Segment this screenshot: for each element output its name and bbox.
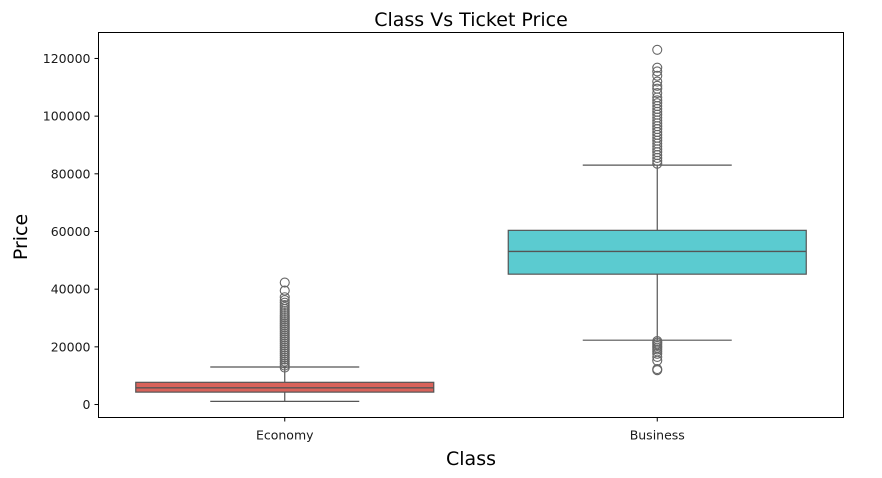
outlier-point bbox=[652, 98, 663, 109]
outlier-point bbox=[652, 364, 663, 375]
outlier-point bbox=[652, 62, 663, 73]
outlier-point bbox=[652, 44, 663, 55]
outlier-point bbox=[652, 66, 663, 77]
box-group-economy bbox=[135, 277, 435, 402]
axes-frame bbox=[98, 32, 844, 418]
outlier-point bbox=[279, 299, 290, 311]
x-tick-label: Economy bbox=[256, 428, 314, 443]
outlier-point bbox=[652, 88, 663, 99]
y-tick-label: 20000 bbox=[51, 339, 91, 354]
y-tick-label: 0 bbox=[83, 397, 91, 412]
y-tick-label: 80000 bbox=[51, 166, 91, 181]
y-tick-label: 60000 bbox=[51, 224, 91, 239]
outlier-point bbox=[652, 76, 663, 87]
y-tick-label: 120000 bbox=[43, 51, 91, 66]
outlier-point bbox=[279, 285, 290, 296]
outlier-point bbox=[652, 95, 663, 106]
outlier-point bbox=[652, 70, 663, 81]
y-axis-title: Price bbox=[10, 214, 32, 260]
outlier-point bbox=[652, 336, 663, 347]
y-tick-label: 100000 bbox=[43, 109, 91, 124]
x-axis-title: Class bbox=[446, 448, 496, 470]
outlier-point bbox=[652, 80, 663, 91]
x-tick-label: Business bbox=[630, 428, 685, 443]
outlier-point bbox=[652, 83, 663, 94]
outlier-point bbox=[279, 292, 290, 303]
outlier-point bbox=[279, 297, 290, 308]
plot-area bbox=[135, 44, 807, 402]
axis-ticks: 0 20000 40000 60000 80000 100000 120000 Economy… bbox=[43, 51, 685, 443]
box-group-business bbox=[507, 44, 807, 376]
y-tick-label: 40000 bbox=[51, 282, 91, 297]
chart-title: Class Vs Ticket Price bbox=[374, 9, 568, 31]
box-iqr bbox=[507, 229, 807, 275]
outlier-point bbox=[279, 277, 290, 288]
